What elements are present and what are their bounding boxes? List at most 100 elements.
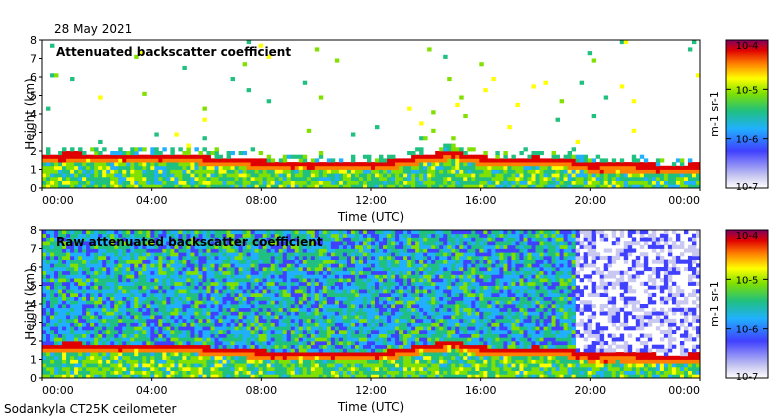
heatmap-cell <box>270 355 276 360</box>
heatmap-cell <box>182 370 187 375</box>
heatmap-cell <box>50 374 55 379</box>
heatmap-cell <box>471 154 476 159</box>
heatmap-cell <box>262 337 268 342</box>
heatmap-cell <box>142 173 147 178</box>
heatmap-cell <box>290 248 296 253</box>
heatmap-cell <box>206 315 211 320</box>
heatmap-cell <box>350 341 356 346</box>
heatmap-cell <box>286 237 292 242</box>
heatmap-cell <box>62 326 67 331</box>
heatmap-cell <box>294 337 300 342</box>
heatmap-cell <box>459 158 464 163</box>
heatmap-cell <box>270 318 276 323</box>
heatmap-cell <box>423 180 428 185</box>
heatmap-cell <box>110 300 115 305</box>
heatmap-cell <box>102 304 107 309</box>
heatmap-cell <box>567 158 573 163</box>
heatmap-cell <box>110 278 115 283</box>
heatmap-cell <box>358 248 364 253</box>
heatmap-cell <box>146 374 151 379</box>
heatmap-cell <box>246 267 252 272</box>
heatmap-cell <box>439 165 444 170</box>
heatmap-cell <box>459 151 464 156</box>
heatmap-cell <box>431 158 436 163</box>
heatmap-cell <box>150 329 155 334</box>
heatmap-cell <box>639 162 645 167</box>
heatmap-cell <box>138 322 143 327</box>
heatmap-cell <box>334 359 340 364</box>
heatmap-cell <box>42 162 47 167</box>
y-tick-label: 1 <box>30 164 37 177</box>
heatmap-cell <box>206 267 211 272</box>
heatmap-cell <box>42 318 47 323</box>
heatmap-cell <box>158 333 163 338</box>
heatmap-cell <box>178 162 183 167</box>
heatmap-cell <box>218 285 223 290</box>
heatmap-cell <box>330 237 336 242</box>
heatmap-cell <box>170 315 175 320</box>
heatmap-cell <box>222 304 227 309</box>
heatmap-cell <box>643 180 649 185</box>
heatmap-cell <box>254 252 260 257</box>
heatmap-cell <box>198 300 203 305</box>
heatmap-cell <box>467 176 472 181</box>
heatmap-cell <box>302 333 308 338</box>
heatmap-cell <box>206 162 211 167</box>
heatmap-cell <box>571 173 577 178</box>
heatmap-cell <box>443 165 448 170</box>
heatmap-cell <box>86 244 91 249</box>
heatmap-cell <box>395 169 400 174</box>
heatmap-cell <box>238 176 244 181</box>
heatmap-cell <box>50 169 55 174</box>
heatmap-cell <box>122 304 127 309</box>
heatmap-cell <box>142 337 147 342</box>
heatmap-cell <box>290 307 296 312</box>
heatmap-cell <box>130 352 135 357</box>
heatmap-cell <box>375 125 380 130</box>
heatmap-cell <box>431 180 436 185</box>
heatmap-cell <box>114 180 119 185</box>
heatmap-cell <box>635 162 641 167</box>
heatmap-cell <box>62 241 67 246</box>
heatmap-cell <box>294 326 300 331</box>
heatmap-cell <box>483 165 488 170</box>
heatmap-cell <box>551 151 556 156</box>
heatmap-cell <box>158 363 163 368</box>
heatmap-cell <box>503 176 508 181</box>
heatmap-cell <box>579 80 585 85</box>
heatmap-cell <box>383 158 388 163</box>
heatmap-cell <box>350 337 356 342</box>
heatmap-cell <box>346 233 352 238</box>
heatmap-cell <box>114 366 119 371</box>
heatmap-cell <box>419 180 424 185</box>
heatmap-cell <box>54 244 59 249</box>
heatmap-cell <box>318 241 324 246</box>
heatmap-cell <box>106 173 111 178</box>
heatmap-cell <box>310 274 316 279</box>
heatmap-cell <box>230 180 235 185</box>
heatmap-cell <box>350 300 356 305</box>
heatmap-cell <box>162 337 167 342</box>
heatmap-cell <box>338 176 344 181</box>
heatmap-cell <box>358 281 364 286</box>
heatmap-cell <box>511 184 516 189</box>
heatmap-cell <box>262 241 268 246</box>
x-tick-label: 04:00 <box>136 194 168 207</box>
heatmap-cell <box>270 344 276 349</box>
heatmap-cell <box>70 304 75 309</box>
heatmap-cell <box>214 270 219 275</box>
heatmap-cell <box>447 151 452 156</box>
heatmap-cell <box>158 307 163 312</box>
heatmap-cell <box>607 184 613 189</box>
heatmap-cell <box>238 285 244 290</box>
heatmap-cell <box>82 169 87 174</box>
heatmap-cell <box>210 289 215 294</box>
heatmap-cell <box>286 233 292 238</box>
heatmap-cell <box>242 318 248 323</box>
heatmap-cell <box>294 322 300 327</box>
heatmap-cell <box>371 270 376 275</box>
heatmap-cell <box>639 176 645 181</box>
heatmap-cell <box>298 274 304 279</box>
heatmap-cell <box>310 248 316 253</box>
heatmap-cell <box>354 289 360 294</box>
